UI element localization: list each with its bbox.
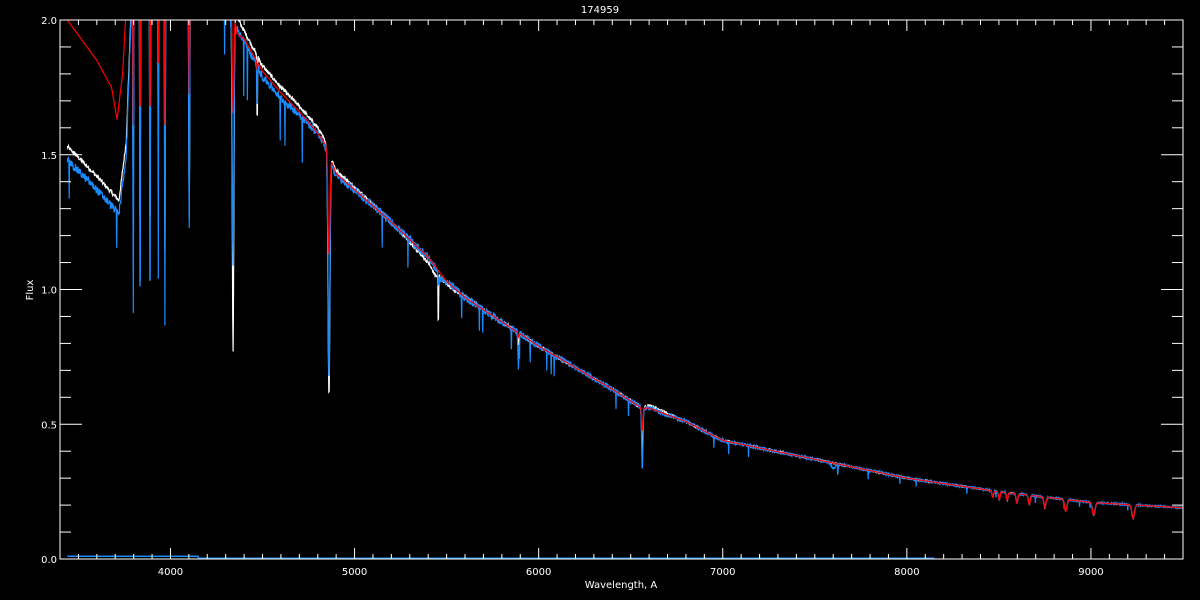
y-tick-label: 1.5 xyxy=(41,151,57,162)
chart-title: 174959 xyxy=(581,5,619,16)
y-tick-label: 0.0 xyxy=(41,555,57,566)
x-tick-label: 7000 xyxy=(710,567,735,578)
x-axis-label: Wavelength, A xyxy=(585,580,658,591)
plot-frame xyxy=(59,19,1184,560)
y-axis-label: Flux xyxy=(25,280,36,301)
y-tick-label: 2.0 xyxy=(41,16,57,27)
x-tick-label: 6000 xyxy=(526,567,551,578)
baseline-blue xyxy=(67,555,935,559)
x-tick-label: 5000 xyxy=(342,567,367,578)
observed-spectrum-blue xyxy=(66,20,1183,520)
x-tick-label: 8000 xyxy=(894,567,919,578)
y-tick-label: 0.5 xyxy=(41,420,57,431)
y-tick-label: 1.0 xyxy=(41,286,57,297)
model-spectrum-red xyxy=(66,20,1183,519)
x-tick-label: 4000 xyxy=(158,567,183,578)
x-tick-label: 9000 xyxy=(1078,567,1103,578)
